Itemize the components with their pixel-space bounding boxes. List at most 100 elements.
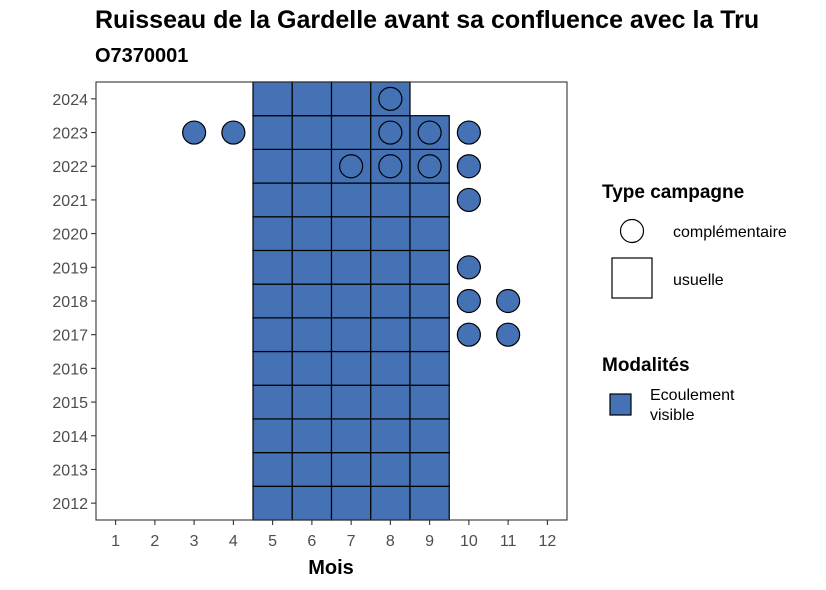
x-tick-label: 7: [347, 533, 356, 550]
tile-usuelle: [252, 452, 293, 487]
x-tick-label: 3: [190, 533, 199, 550]
legend-fill-title: Modalités: [602, 355, 690, 376]
tile-usuelle: [409, 283, 450, 319]
x-tick-label: 11: [500, 533, 517, 550]
y-tick-label: 2013: [52, 462, 88, 479]
x-tick-label: 9: [425, 533, 434, 550]
tile-usuelle: [252, 148, 293, 184]
y-tick-label: 2018: [52, 294, 88, 311]
y-tick-label: 2021: [52, 193, 88, 210]
tile-usuelle: [409, 350, 450, 386]
tile-usuelle: [252, 485, 293, 521]
tile-usuelle: [330, 182, 372, 218]
tile-usuelle: [330, 283, 372, 319]
point-complementaire: [417, 120, 442, 145]
point-complementaire: [378, 86, 403, 111]
tile-usuelle: [291, 485, 333, 521]
tile-usuelle: [252, 317, 293, 353]
tile-usuelle: [291, 115, 333, 150]
y-tick-label: 2022: [52, 159, 88, 176]
tile-usuelle: [370, 182, 411, 218]
point-complementaire: [417, 154, 442, 179]
tile-usuelle: [291, 81, 333, 117]
tile-usuelle: [252, 283, 293, 319]
tile-usuelle: [409, 452, 450, 487]
point-complementaire: [496, 288, 521, 314]
tile-usuelle: [330, 115, 372, 150]
y-tick-label: 2016: [52, 361, 88, 378]
tile-usuelle: [370, 317, 411, 353]
tile-usuelle: [409, 485, 450, 521]
tile-usuelle: [252, 115, 293, 150]
tile-usuelle: [330, 350, 372, 386]
tile-usuelle: [291, 182, 333, 218]
legend-shape-usuelle: usuelle: [673, 272, 724, 289]
tile-usuelle: [409, 317, 450, 353]
x-tick-label: 4: [229, 533, 238, 550]
tile-usuelle: [330, 418, 372, 454]
point-complementaire: [456, 187, 481, 213]
point-complementaire: [456, 288, 481, 314]
y-tick-label: 2012: [52, 496, 88, 513]
x-tick-label: 8: [386, 533, 395, 550]
point-complementaire: [456, 154, 481, 179]
x-tick-label: 12: [538, 533, 556, 550]
legend-circle-key: [619, 218, 645, 244]
tile-usuelle: [370, 384, 411, 420]
chart-subtitle: O7370001: [95, 45, 189, 67]
tile-usuelle: [252, 216, 293, 252]
tile-usuelle: [291, 350, 333, 386]
legend-shape: Type campagne complémentaire usuelle: [602, 182, 787, 299]
y-tick-label: 2020: [52, 227, 88, 244]
tile-usuelle: [330, 452, 372, 487]
y-tick-label: 2015: [52, 395, 88, 412]
point-complementaire: [456, 120, 481, 145]
x-tick-label: 6: [307, 533, 316, 550]
tile-usuelle: [330, 485, 372, 521]
tile-usuelle: [370, 485, 411, 521]
y-tick-label: 2014: [52, 429, 88, 446]
legend-fill-entry: Ecoulement visible: [650, 387, 739, 424]
point-complementaire: [339, 154, 364, 179]
x-tick-label: 10: [460, 533, 478, 550]
tile-usuelle: [330, 81, 372, 117]
tile-usuelle: [291, 317, 333, 353]
point-complementaire: [456, 255, 481, 280]
point-complementaire: [378, 154, 403, 179]
tile-usuelle: [330, 317, 372, 353]
tile-usuelle: [330, 216, 372, 252]
tile-usuelle: [409, 216, 450, 252]
tile-usuelle: [409, 249, 450, 285]
tile-usuelle: [409, 384, 450, 420]
tile-usuelle: [252, 350, 293, 386]
tile-usuelle: [330, 249, 372, 285]
tile-usuelle: [291, 452, 333, 487]
point-complementaire: [496, 322, 521, 347]
tile-usuelle: [291, 384, 333, 420]
tile-usuelle: [370, 350, 411, 386]
tile-usuelle: [370, 216, 411, 252]
tile-usuelle: [291, 249, 333, 285]
y-tick-label: 2023: [52, 126, 88, 143]
tile-usuelle: [291, 283, 333, 319]
x-tick-label: 2: [150, 533, 159, 550]
x-tick-label: 5: [268, 533, 277, 550]
chart-title: Ruisseau de la Gardelle avant sa conflue…: [95, 6, 760, 34]
tile-usuelle: [370, 249, 411, 285]
legend-fill-key: [609, 393, 632, 416]
y-tick-label: 2017: [52, 328, 88, 345]
point-complementaire: [221, 120, 246, 145]
legend-square-key: [611, 257, 653, 299]
tile-usuelle: [252, 249, 293, 285]
plot-layer: 1 2 3 4 5 6 7 8 9 10 11 122012201320142015201620172…: [52, 81, 568, 550]
tile-usuelle: [252, 81, 293, 117]
legend-shape-title: Type campagne: [602, 182, 744, 203]
legend-shape-complementaire: complémentaire: [673, 224, 787, 241]
tile-usuelle: [370, 452, 411, 487]
y-tick-label: 2019: [52, 260, 88, 277]
tile-usuelle: [370, 418, 411, 454]
tile-usuelle: [252, 418, 293, 454]
point-complementaire: [378, 120, 403, 145]
tile-usuelle: [252, 182, 293, 218]
y-tick-label: 2024: [52, 92, 88, 109]
